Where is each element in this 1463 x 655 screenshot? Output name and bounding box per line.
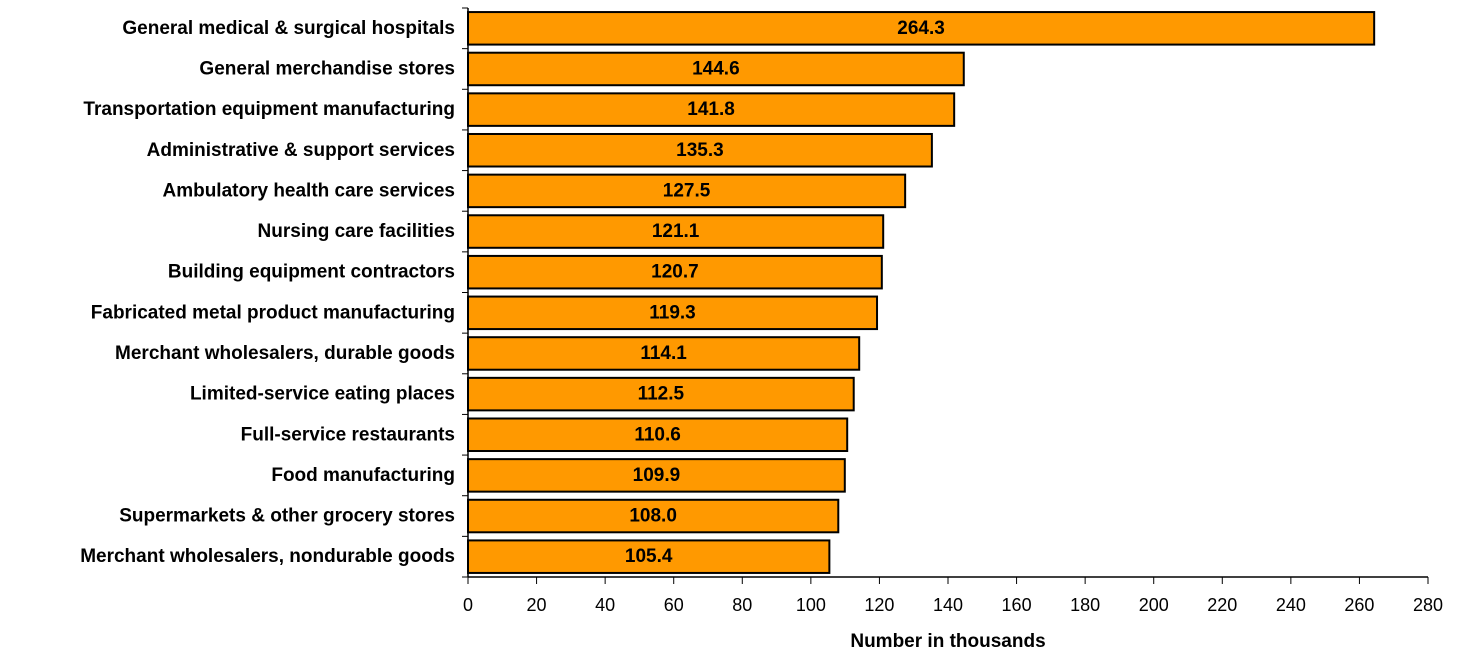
bar-value-label: 105.4 xyxy=(625,546,673,567)
x-axis-title: Number in thousands xyxy=(850,631,1045,652)
bar-value-label: 110.6 xyxy=(634,424,681,445)
category-label: Administrative & support services xyxy=(147,140,455,161)
category-label: Food manufacturing xyxy=(271,465,455,486)
category-label: General merchandise stores xyxy=(199,58,455,79)
x-tick-label: 60 xyxy=(664,595,684,615)
category-label: Fabricated metal product manufacturing xyxy=(91,302,455,323)
category-label: Transportation equipment manufacturing xyxy=(83,99,455,120)
x-tick-label: 200 xyxy=(1139,595,1169,615)
bars-group: 264.3 144.6 141.8 135.3 127.5 121.1 120.7 119.3… xyxy=(468,12,1374,573)
x-tick-label: 20 xyxy=(527,595,547,615)
category-label: Building equipment contractors xyxy=(168,262,455,283)
x-tick-label: 40 xyxy=(595,595,615,615)
bar-value-label: 114.1 xyxy=(640,343,687,364)
category-label: Full-service restaurants xyxy=(241,424,455,445)
x-tick-label: 260 xyxy=(1344,595,1374,615)
bar-value-label: 135.3 xyxy=(676,140,724,161)
category-label: Merchant wholesalers, nondurable goods xyxy=(80,546,455,567)
category-label: Supermarkets & other grocery stores xyxy=(119,506,455,527)
x-tick-label: 100 xyxy=(796,595,826,615)
x-tick-label: 0 xyxy=(463,595,473,615)
x-tick-label: 280 xyxy=(1413,595,1443,615)
bar-value-label: 121.1 xyxy=(652,221,700,242)
category-label: General medical & surgical hospitals xyxy=(122,18,455,39)
bar-value-label: 119.3 xyxy=(649,302,696,323)
bar-value-label: 108.0 xyxy=(629,506,677,527)
category-label: Ambulatory health care services xyxy=(162,180,455,201)
category-label: Merchant wholesalers, durable goods xyxy=(115,343,455,364)
bar-value-label: 112.5 xyxy=(638,384,685,405)
x-tick-label: 160 xyxy=(1002,595,1032,615)
x-tick-label: 220 xyxy=(1207,595,1237,615)
bar-value-label: 127.5 xyxy=(663,180,711,201)
x-tick-label: 240 xyxy=(1276,595,1306,615)
x-tick-label: 80 xyxy=(732,595,752,615)
category-labels-group: General medical & surgical hospitals Gene… xyxy=(80,18,455,567)
bar-value-label: 144.6 xyxy=(692,58,740,79)
x-tick-label: 140 xyxy=(933,595,963,615)
bar-value-label: 120.7 xyxy=(651,262,699,283)
bar-value-label: 109.9 xyxy=(633,465,681,486)
bar-value-label: 264.3 xyxy=(897,18,945,39)
x-tick-label: 120 xyxy=(864,595,894,615)
category-label: Limited-service eating places xyxy=(190,384,455,405)
bar-value-label: 141.8 xyxy=(687,99,735,120)
x-tick-label: 180 xyxy=(1070,595,1100,615)
category-label: Nursing care facilities xyxy=(258,221,455,242)
